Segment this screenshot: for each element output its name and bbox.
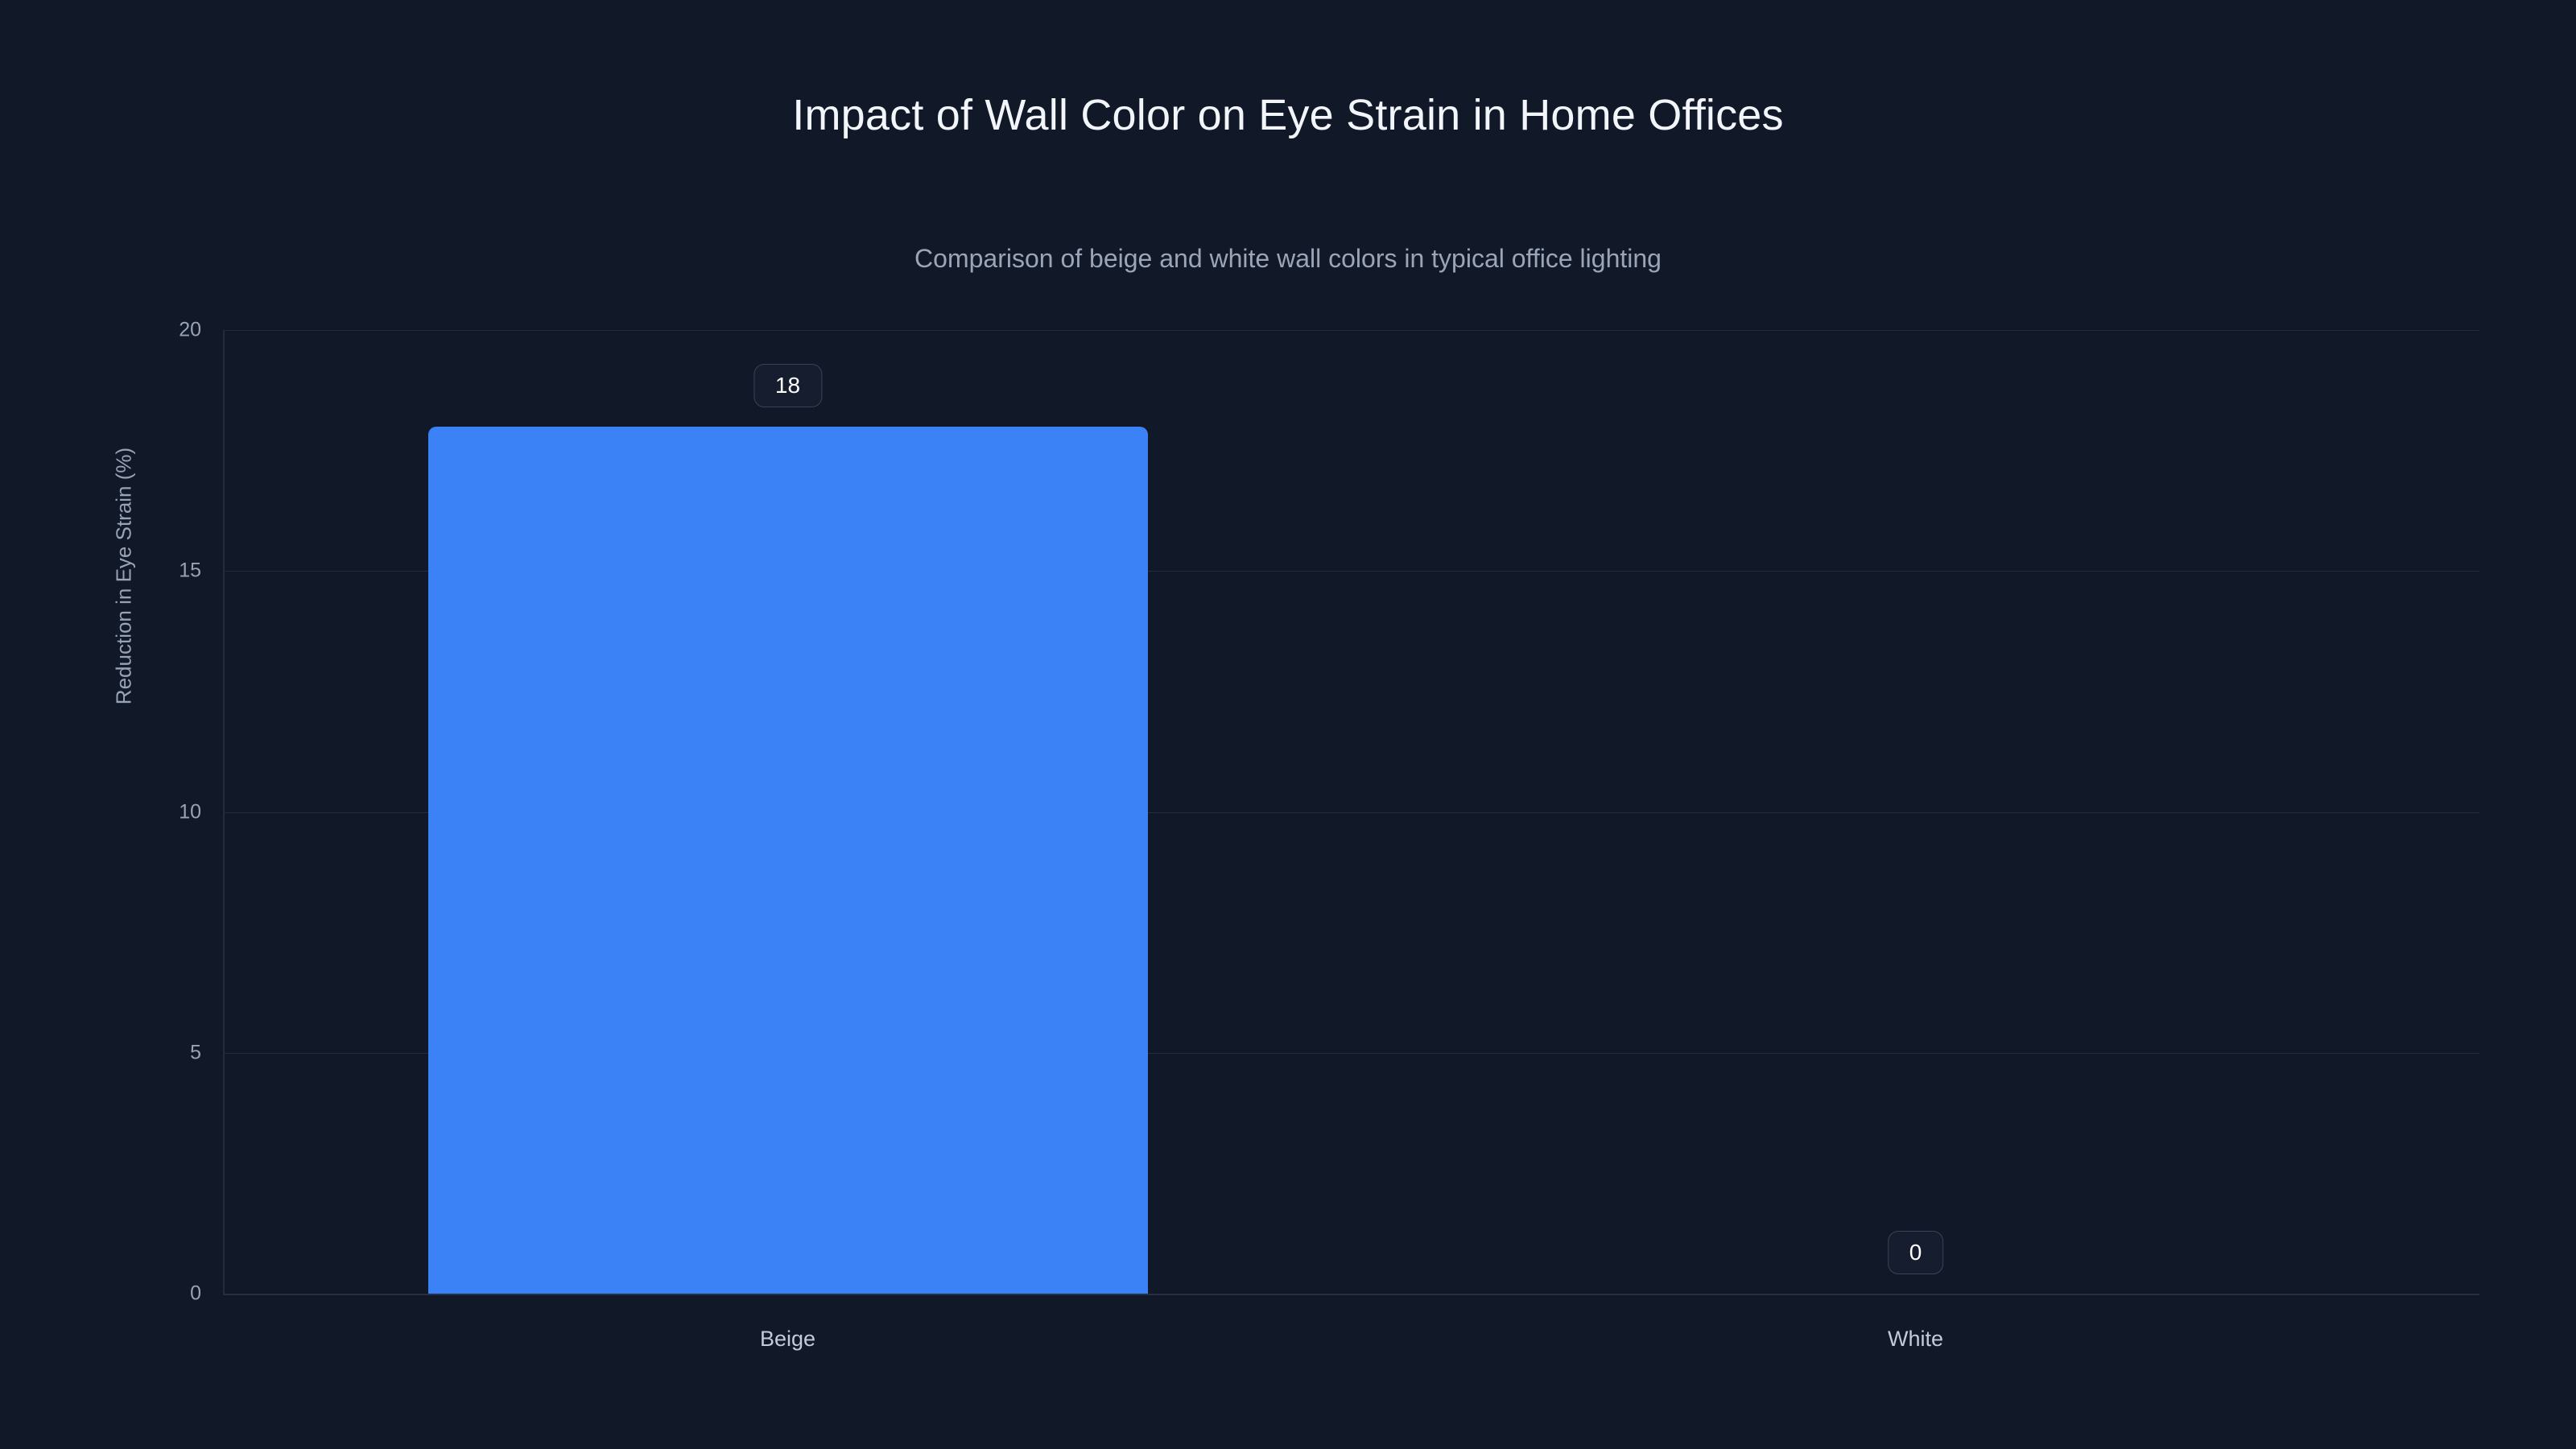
gridline [224, 811, 2479, 813]
x-tick-label-white: White [1887, 1327, 1944, 1351]
gridline [224, 330, 2479, 331]
x-axis-line [224, 1294, 2479, 1295]
chart-title: Impact of Wall Color on Eye Strain in Ho… [792, 91, 1784, 139]
y-tick-label: 20 [179, 318, 201, 341]
plot-area [224, 330, 2479, 1294]
chart-subtitle: Comparison of beige and white wall color… [914, 244, 1662, 273]
x-tick-label-beige: Beige [759, 1327, 816, 1351]
y-tick-label: 10 [179, 800, 201, 823]
y-tick-label: 5 [190, 1041, 201, 1064]
gridline [224, 571, 2479, 572]
gridline [224, 1052, 2479, 1054]
value-label-beige: 18 [753, 363, 823, 407]
bar-beige[interactable] [427, 426, 1148, 1294]
y-tick-label: 0 [190, 1282, 201, 1305]
y-axis-line [223, 330, 225, 1295]
value-label-white: 0 [1887, 1231, 1944, 1274]
y-tick-label: 15 [179, 559, 201, 582]
